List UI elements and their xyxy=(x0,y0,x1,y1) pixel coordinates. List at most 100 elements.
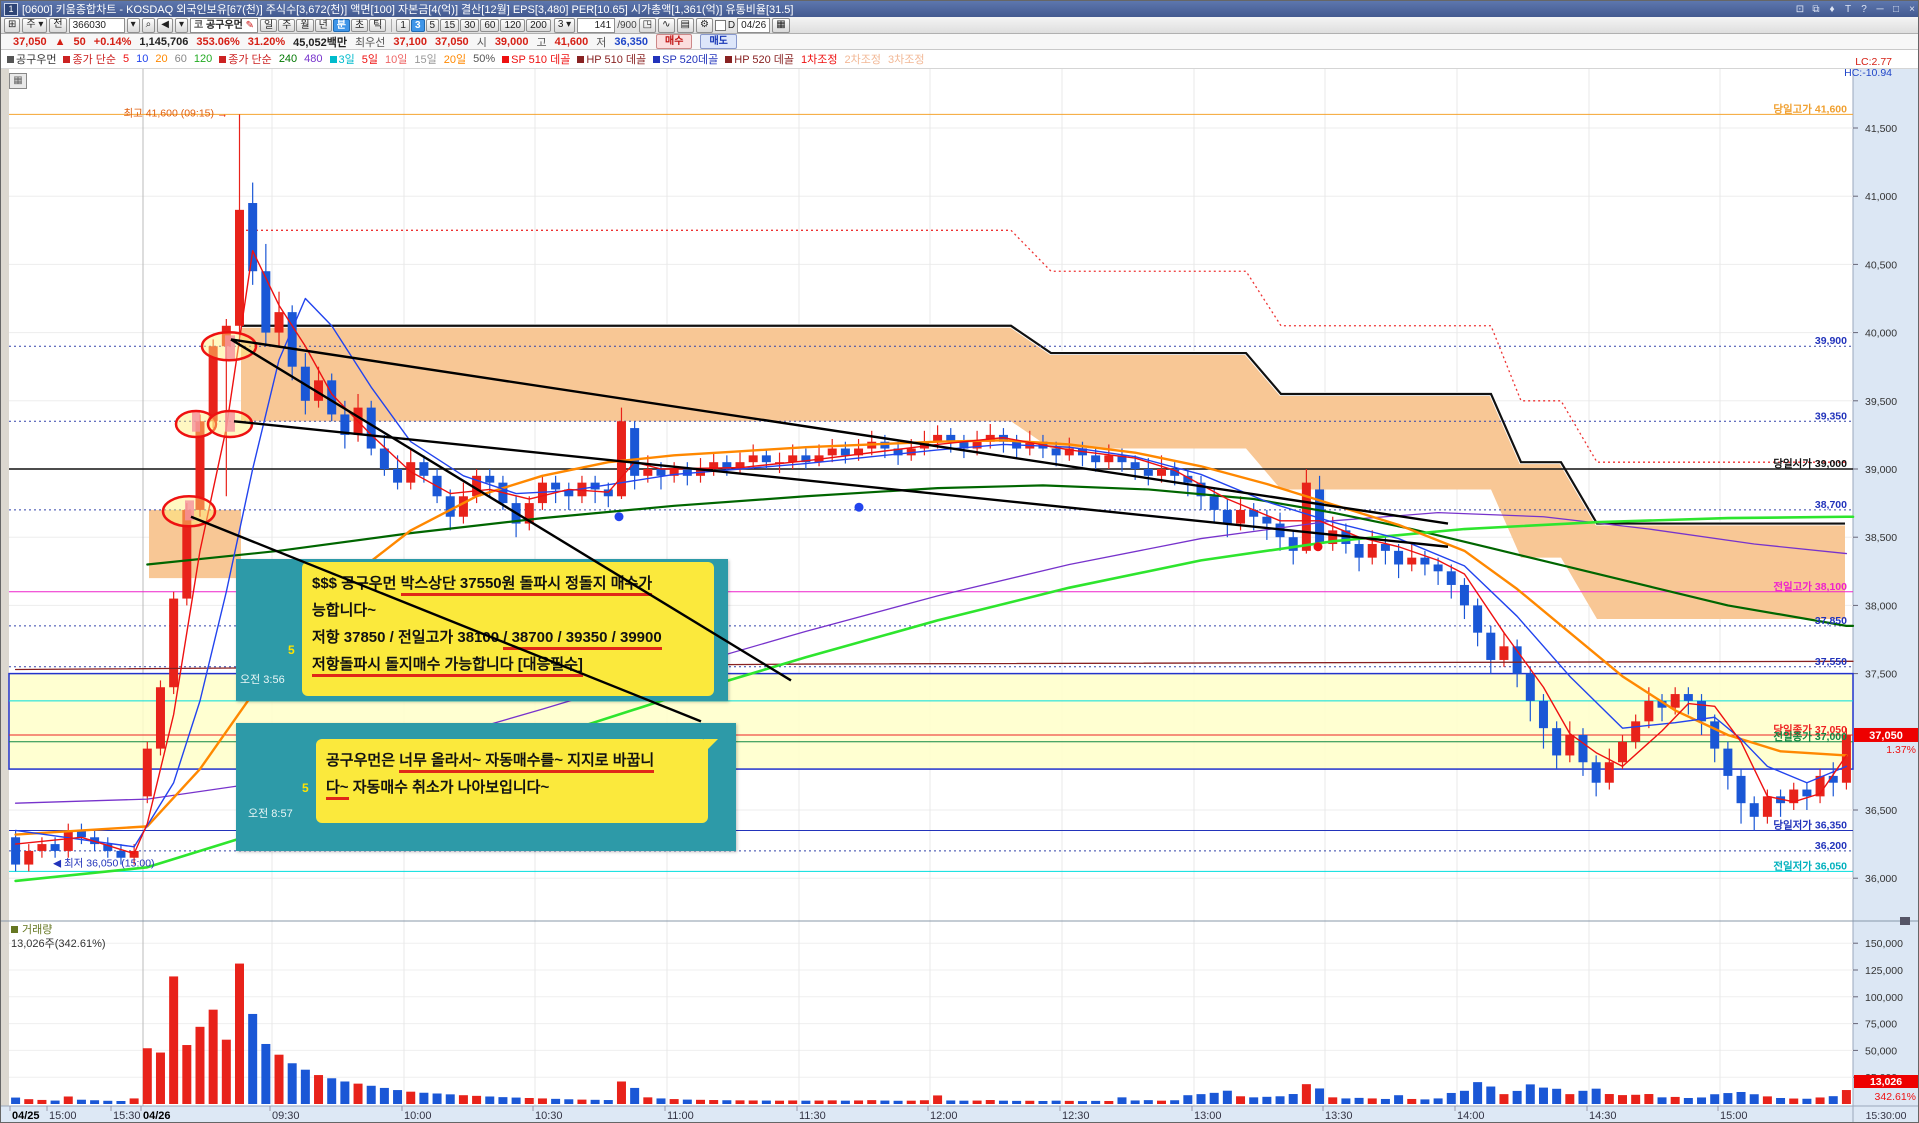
volume-bar xyxy=(1183,1095,1193,1104)
close-button[interactable]: × xyxy=(1909,3,1915,15)
period-button-일[interactable]: 일 xyxy=(259,18,278,32)
volume-bar xyxy=(458,1095,468,1104)
period-button-주[interactable]: 주 xyxy=(278,18,296,32)
volume-bar xyxy=(524,1097,534,1104)
level-label: 당일시가 39,000 xyxy=(1773,457,1847,470)
volume-bar xyxy=(1209,1092,1219,1104)
chat-note-2[interactable]: 공구우먼은 너무 올라서~ 자동매수를~ 지지로 바꿉니 다~ 자동매수 취소가 … xyxy=(236,723,736,851)
volume-bar xyxy=(722,1100,732,1104)
channel-band-stub xyxy=(149,509,241,579)
settings-gear-icon[interactable]: ⚙ xyxy=(695,17,713,33)
candle-body xyxy=(630,428,640,476)
price-tick-label: 39,500 xyxy=(1865,396,1897,408)
candle-body xyxy=(1236,509,1246,524)
history-dropdown-icon[interactable]: ▾ xyxy=(174,17,188,33)
save-icon[interactable]: ▤ xyxy=(676,17,694,33)
lc-hc-readout: LC:2.77 HC:-10.94 xyxy=(1844,57,1892,79)
volume-bar xyxy=(445,1094,455,1104)
interval-button-1[interactable]: 1 xyxy=(396,18,410,32)
interval-select[interactable]: 3 ▾ xyxy=(553,17,576,33)
calendar-icon[interactable]: ▦ xyxy=(772,17,790,33)
daily-checkbox[interactable] xyxy=(714,19,726,31)
open-value: 39,000 xyxy=(494,35,529,48)
volume-bar xyxy=(235,963,244,1104)
chat-note-1[interactable]: $$$ 공구우먼 박스상단 37550원 돌파시 정돌지 매수가 능합니다~ 저항 … xyxy=(236,559,728,701)
legend-item-7: 종가 단순 xyxy=(219,51,272,67)
text-tool-icon[interactable]: T xyxy=(1844,3,1852,15)
volume-tick-label: 75,000 xyxy=(1865,1019,1897,1031)
candle-body xyxy=(551,482,561,490)
price-tick-label: 40,000 xyxy=(1865,328,1897,340)
interval-button-15[interactable]: 15 xyxy=(440,18,460,32)
interval-button-120[interactable]: 120 xyxy=(500,18,526,32)
history-back-icon[interactable]: ◀ xyxy=(157,17,173,33)
candle-body xyxy=(1789,789,1799,804)
copy-window-icon[interactable]: ⧉ xyxy=(1812,3,1820,15)
best-bid: 37,100 xyxy=(393,35,428,48)
pin-icon[interactable]: ♦ xyxy=(1829,3,1835,15)
price-tick-label: 37,500 xyxy=(1865,669,1897,681)
search-icon[interactable]: ⌕ xyxy=(141,17,156,33)
candle-body xyxy=(1578,734,1588,763)
period-button-초[interactable]: 초 xyxy=(350,18,369,32)
candle-body xyxy=(155,687,165,749)
volume-bar xyxy=(1196,1094,1206,1104)
period-button-월[interactable]: 월 xyxy=(296,18,314,32)
volume-bar xyxy=(551,1098,561,1104)
time-tick-label: 11:00 xyxy=(667,1110,694,1122)
period-button-분[interactable]: 분 xyxy=(332,18,350,32)
buy-button[interactable]: 매수 xyxy=(656,34,693,49)
time-tick-label: 13:00 xyxy=(1194,1110,1222,1122)
note-text-line: 다~ 자동매수 취소가 나아보입니다~ xyxy=(326,774,698,801)
signal-dot xyxy=(1313,542,1323,552)
trendline-icon[interactable]: ∿ xyxy=(658,17,675,33)
interval-button-200[interactable]: 200 xyxy=(526,18,551,32)
volume-badge xyxy=(1854,1075,1918,1088)
bar-count-input[interactable]: 141 xyxy=(577,17,616,33)
help-icon[interactable]: ? xyxy=(1861,3,1867,15)
volume-bar xyxy=(182,1045,192,1104)
price-axis[interactable] xyxy=(1853,69,1919,1123)
time-axis[interactable] xyxy=(1,1106,1853,1123)
volume-bar xyxy=(1077,1101,1087,1104)
period-button-틱[interactable]: 틱 xyxy=(369,18,387,32)
interval-button-60[interactable]: 60 xyxy=(480,18,500,32)
code-dropdown-icon[interactable]: ▾ xyxy=(126,17,140,33)
asset-type-select[interactable]: 주 ▾ xyxy=(22,17,48,33)
interval-button-5[interactable]: 5 xyxy=(425,18,440,32)
link-window-icon[interactable]: ⊡ xyxy=(1795,3,1805,15)
stock-code-input[interactable]: 366030 xyxy=(68,17,125,33)
volume-bar xyxy=(142,1048,152,1104)
interval-button-3[interactable]: 3 xyxy=(410,18,425,32)
legend-item-5: 60 xyxy=(174,53,187,65)
level-label: 전일고가 38,100 xyxy=(1773,580,1847,593)
candle-body xyxy=(1762,796,1772,817)
sell-button[interactable]: 매도 xyxy=(700,34,737,49)
window-split-icon[interactable]: ⊞ xyxy=(4,17,21,33)
candle-body xyxy=(76,830,86,838)
volume-bar xyxy=(1538,1087,1548,1104)
time-tick-label: 14:00 xyxy=(1457,1110,1485,1122)
volume-bar xyxy=(248,1013,258,1104)
time-tick-label: 10:30 xyxy=(535,1110,563,1122)
volume-bar xyxy=(1038,1100,1048,1104)
best-label: 최우선 xyxy=(355,36,386,49)
legend-swatch-icon xyxy=(725,56,733,63)
candle-body xyxy=(314,380,324,401)
grid-tool-icon[interactable]: ▦ xyxy=(9,73,27,89)
stock-name-field[interactable]: 코 공구우먼 ✎ xyxy=(189,17,258,33)
pane-splitter-button[interactable] xyxy=(1900,917,1910,925)
candle-body xyxy=(1143,469,1153,476)
minimize-button[interactable]: ─ xyxy=(1876,3,1884,15)
interval-button-30[interactable]: 30 xyxy=(460,18,480,32)
volume-bar xyxy=(287,1063,297,1104)
window-title: [0600] 키움종합차트 - KOSDAQ 외국인보유[67(천)] 주식수[… xyxy=(22,4,794,16)
maximize-button[interactable]: □ xyxy=(1892,3,1900,15)
date-input[interactable]: 04/26 xyxy=(737,17,771,33)
candle-body xyxy=(261,271,271,333)
volume-bar xyxy=(1433,1098,1443,1104)
prev-stock-button[interactable]: 전 xyxy=(49,17,67,33)
price-tick-label: 38,000 xyxy=(1865,600,1897,612)
crosshair-icon[interactable]: ◳ xyxy=(638,17,657,33)
period-button-년[interactable]: 년 xyxy=(314,18,332,32)
